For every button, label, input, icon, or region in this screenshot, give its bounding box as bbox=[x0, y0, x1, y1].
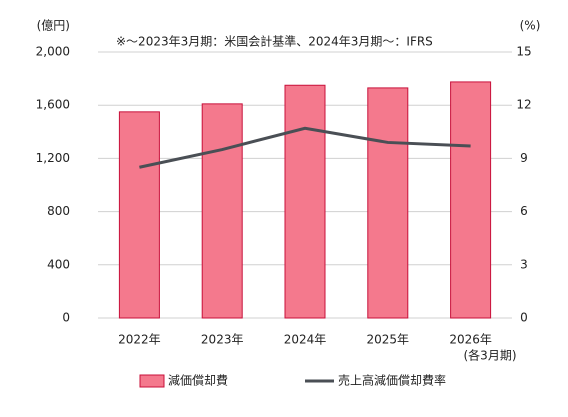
bar bbox=[284, 84, 326, 319]
y2-tick-label: 9 bbox=[520, 151, 528, 165]
bar bbox=[367, 87, 409, 319]
y2-tick-label: 3 bbox=[520, 257, 528, 271]
x-tick-label: 2024年 bbox=[284, 333, 327, 347]
y2-tick-label: 12 bbox=[516, 98, 531, 112]
legend-label: 売上高減価償却費率 bbox=[338, 373, 446, 388]
line bbox=[139, 126, 471, 169]
y-axis-label: (億円) bbox=[37, 19, 70, 33]
legend-label: 減価償却費 bbox=[168, 373, 228, 388]
x-tick-label: 2025年 bbox=[367, 333, 410, 347]
y-tick-label: 0 bbox=[62, 311, 70, 325]
x-tick-label: 2026年 bbox=[449, 333, 492, 347]
x-tick-label: 2023年 bbox=[201, 333, 244, 347]
y-tick-label: 2,000 bbox=[36, 45, 70, 59]
y-tick-label: 1,600 bbox=[36, 98, 70, 112]
bar bbox=[450, 81, 492, 319]
x-tick-label: 2022年 bbox=[118, 333, 161, 347]
x-axis-label: (各3月期) bbox=[464, 348, 517, 363]
y2-axis-label: (%) bbox=[520, 19, 541, 33]
y-tick-label: 400 bbox=[47, 257, 70, 271]
y2-tick-label: 6 bbox=[520, 204, 528, 218]
legend-swatch bbox=[139, 374, 165, 388]
bar bbox=[201, 103, 243, 319]
bar bbox=[118, 111, 160, 319]
y-tick-label: 800 bbox=[47, 204, 70, 218]
note: ※～2023年3月期：米国会計基準、2024年3月期～：IFRS bbox=[116, 34, 433, 49]
y-tick-label: 1,200 bbox=[36, 151, 70, 165]
y2-tick-label: 0 bbox=[520, 311, 528, 325]
y2-tick-label: 15 bbox=[516, 45, 531, 59]
